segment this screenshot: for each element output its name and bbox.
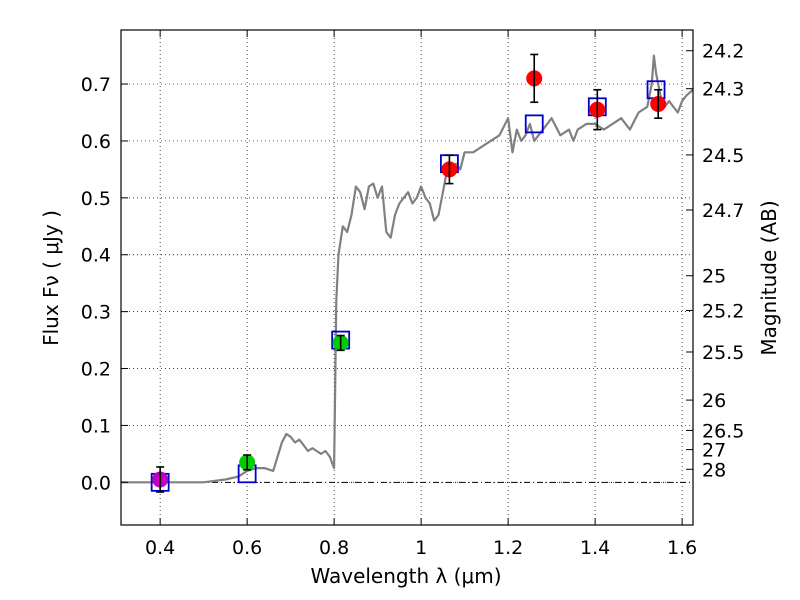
x-tick-label: 1.4 [580, 537, 610, 559]
y-tick-label: 0.6 [81, 131, 111, 153]
y-tick-label: 0.5 [81, 188, 111, 210]
magnitude-tick-label: 26.5 [702, 420, 744, 442]
magnitude-tick-label: 24.7 [702, 200, 744, 222]
magnitude-tick-label: 24.2 [702, 41, 744, 63]
y-tick-label: 0.0 [81, 472, 111, 494]
x-tick-label: 1.2 [493, 537, 523, 559]
plot-frame [120, 29, 694, 526]
magnitude-tick-label: 24.3 [702, 79, 744, 101]
magnitude-tick-label: 27 [702, 440, 726, 462]
magnitude-tick-label: 28 [702, 459, 726, 481]
y-tick-labels: 0.0 0.1 0.2 0.3 0.4 0.5 0.6 0.7 [81, 74, 111, 494]
magnitude-axis-label: Magnitude (AB) [757, 200, 781, 355]
magnitude-tick-label: 25.2 [702, 301, 744, 323]
axis-ticks [121, 30, 693, 525]
y-tick-label: 0.2 [81, 359, 111, 381]
observed-photometry-layer [152, 53, 667, 493]
magnitude-tick-label: 26 [702, 390, 726, 412]
x-axis-label: Wavelength λ (μm) [310, 564, 501, 588]
model-photometry-layer [150, 80, 666, 492]
model-spectrum-layer [121, 54, 694, 484]
model-spectrum-line [121, 54, 694, 484]
y-axis-label: Flux Fν ( μJy ) [39, 210, 63, 346]
x-tick-labels: 0.4 0.6 0.8 1 1.2 1.4 1.6 [145, 537, 697, 559]
x-tick-label: 1.6 [667, 537, 697, 559]
model-flux-marker [524, 114, 544, 134]
y-tick-label: 0.1 [81, 415, 111, 437]
x-tick-label: 0.4 [145, 537, 175, 559]
magnitude-tick-label: 25 [702, 266, 726, 288]
magnitude-tick-label: 25.5 [702, 342, 744, 364]
magnitude-tick-label: 24.5 [702, 145, 744, 167]
x-tick-label: 1 [415, 537, 427, 559]
y-tick-label: 0.3 [81, 302, 111, 324]
x-tick-label: 0.8 [319, 537, 349, 559]
y-tick-label: 0.4 [81, 245, 111, 267]
y-tick-label: 0.7 [81, 74, 111, 96]
x-tick-label: 0.6 [232, 537, 262, 559]
